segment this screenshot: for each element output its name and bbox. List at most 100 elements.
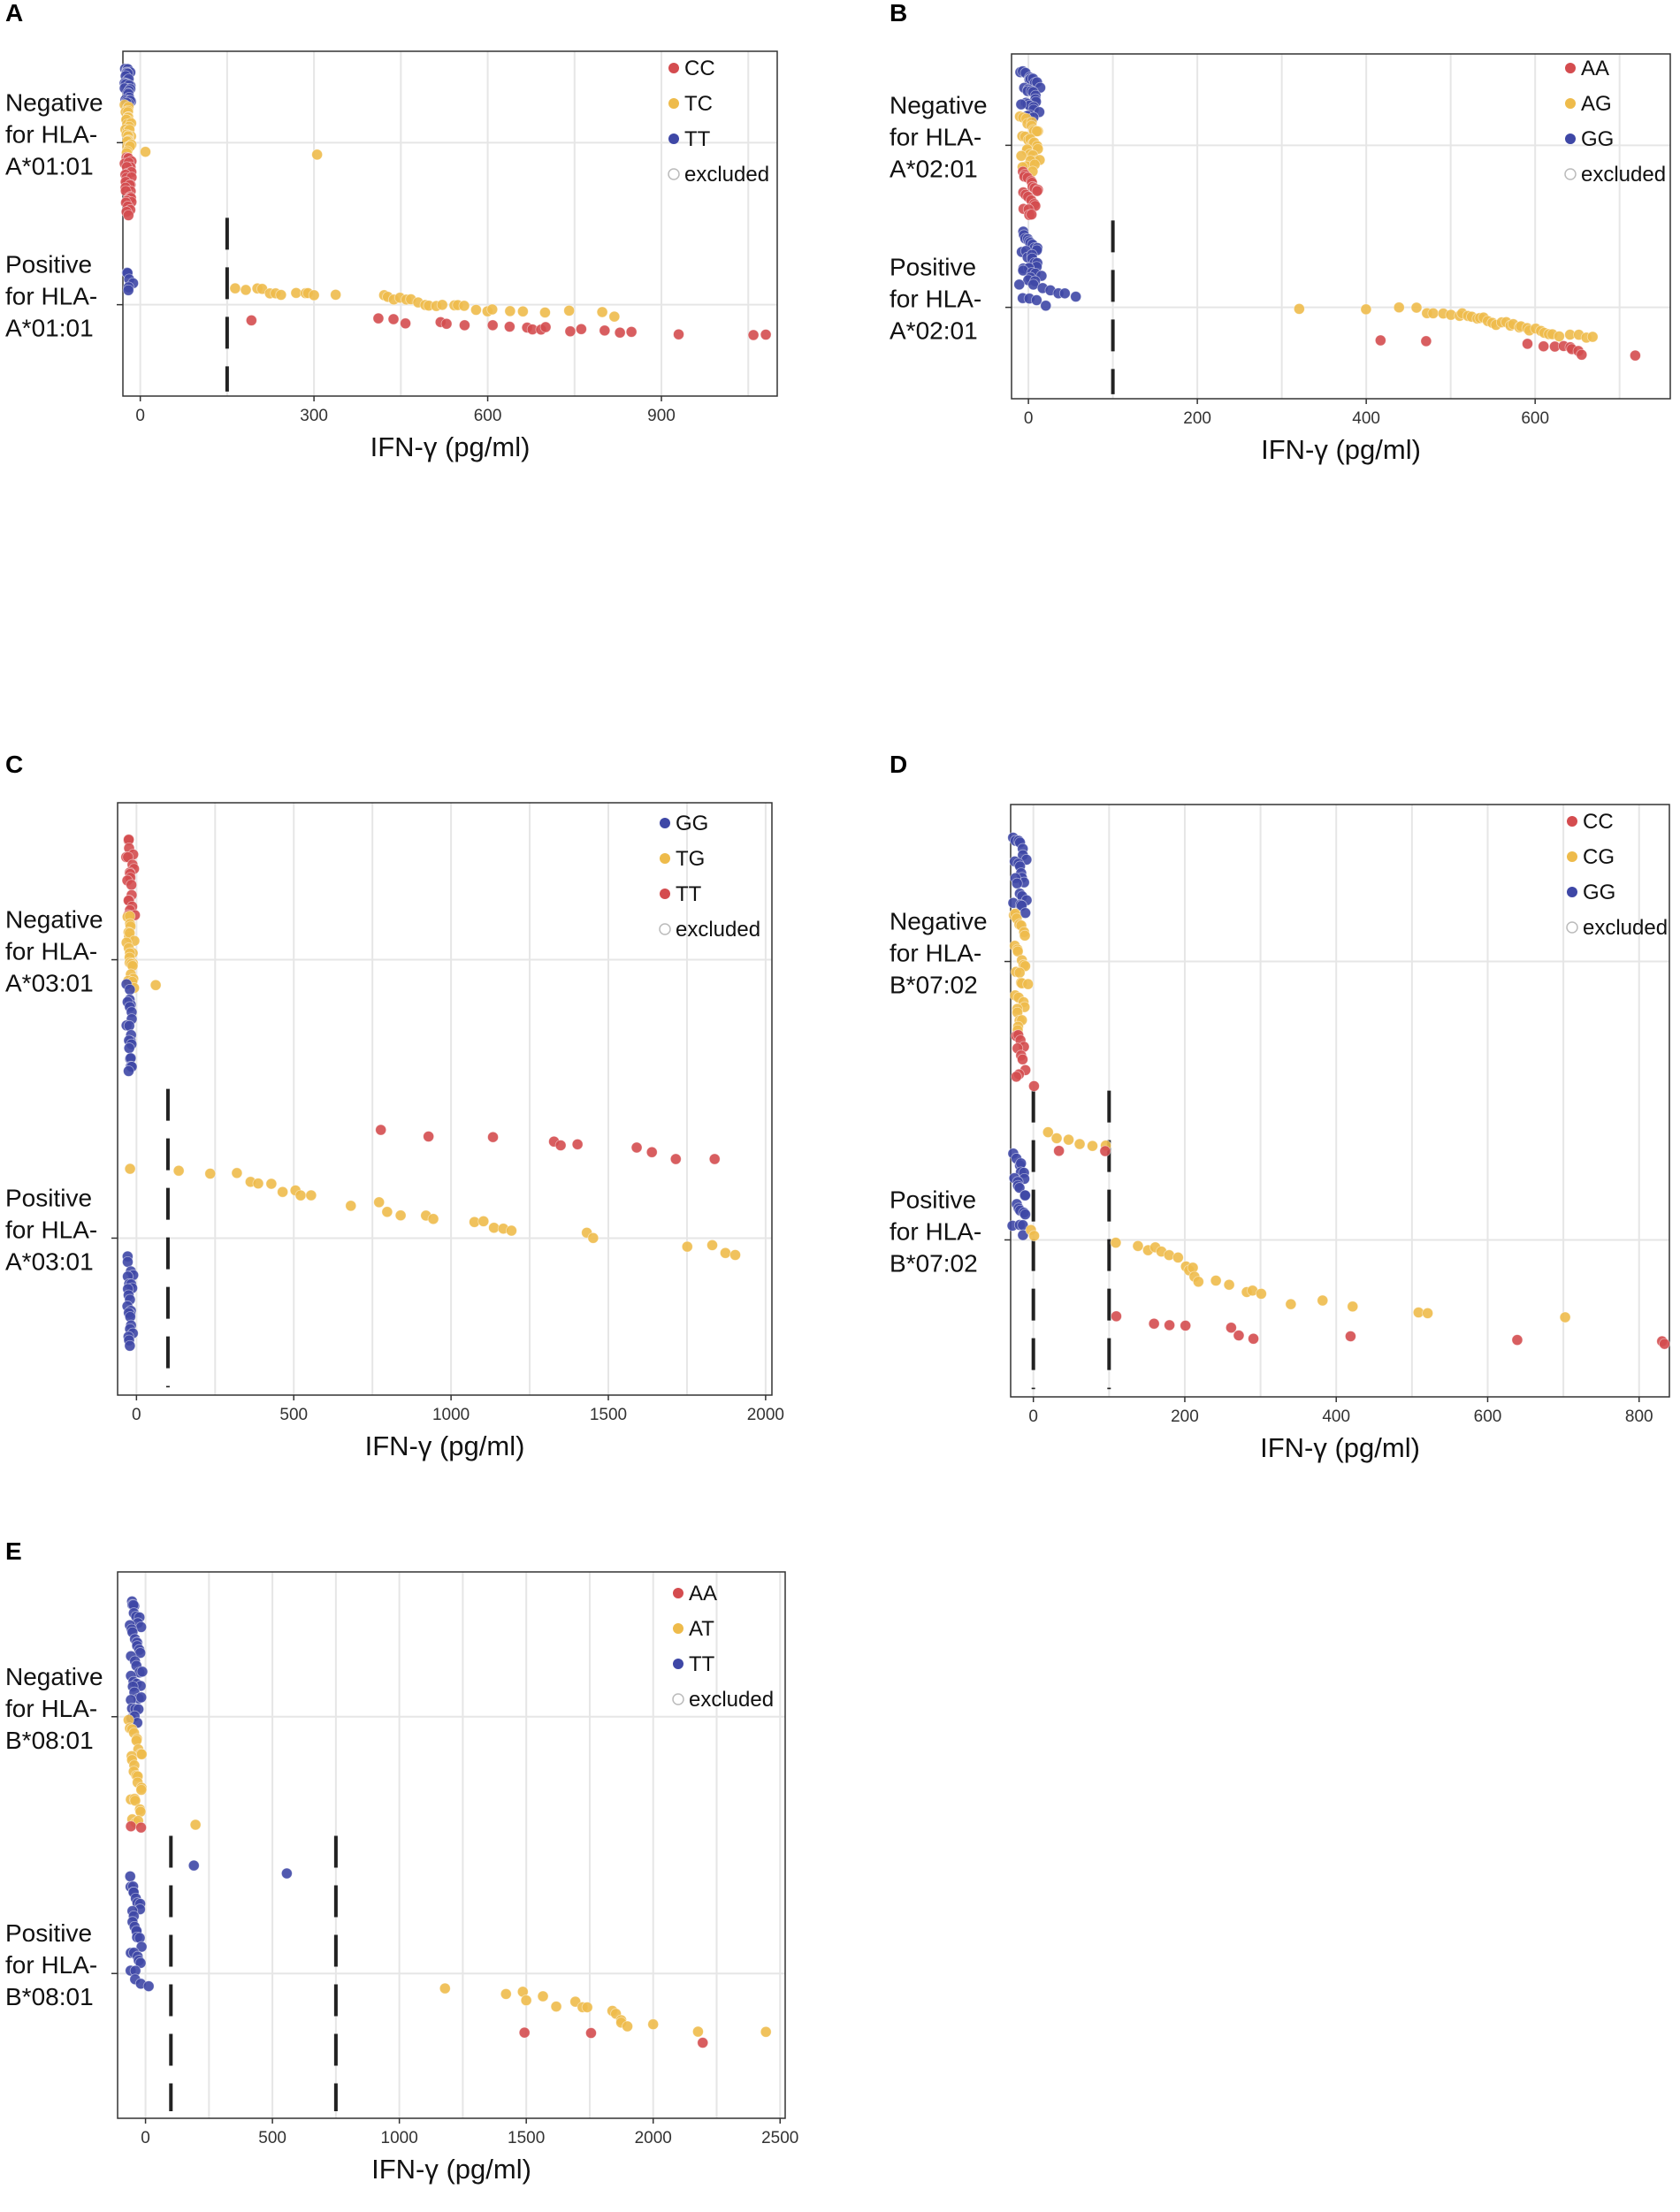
data-point-gg	[1019, 1209, 1031, 1221]
data-point-at	[537, 1990, 549, 2002]
data-point-tg	[149, 979, 162, 991]
y-category-label: Negative for HLA-A*03:01	[5, 906, 103, 997]
data-point-tg	[587, 1232, 599, 1244]
data-point-tg	[681, 1240, 693, 1253]
data-point-aa	[1538, 340, 1550, 353]
data-point-gg	[123, 1042, 135, 1054]
x-tick-label: 600	[1474, 1407, 1502, 1426]
x-tick-label: 900	[647, 407, 676, 425]
plot-frame	[117, 1571, 786, 2119]
plot-area	[118, 803, 772, 1395]
panel-label: B	[890, 0, 907, 27]
data-point-tg	[265, 1178, 278, 1190]
legend-key	[1567, 851, 1577, 862]
data-point-aa	[1026, 209, 1038, 221]
panel-d-chart: D Negative for HLA-B*07:02 Positive for HLA-…	[890, 751, 1670, 1463]
legend-key	[1565, 63, 1576, 73]
legend-label: excluded	[676, 918, 760, 942]
data-point-gg	[1015, 98, 1027, 111]
data-point-cc	[1248, 1332, 1259, 1345]
x-tick-label: 800	[1625, 1407, 1653, 1426]
legend-key-excluded	[668, 168, 680, 180]
legend-label: AA	[1581, 57, 1609, 80]
data-point-tc	[608, 310, 621, 323]
data-point-cc	[539, 321, 552, 333]
legend-key	[660, 889, 670, 899]
y-category-label: Positive for HLA-B*07:02	[890, 1186, 981, 1277]
legend-key	[660, 853, 670, 864]
data-point-cc	[1511, 1334, 1523, 1346]
data-point-ag	[1553, 331, 1565, 342]
data-point-at	[760, 2025, 772, 2038]
x-tick-label: 1000	[432, 1406, 470, 1424]
legend-label: excluded	[684, 163, 769, 187]
x-axis-title: IFN-γ (pg/ml)	[371, 2154, 531, 2185]
data-point-gg	[124, 983, 136, 995]
data-point-tg	[427, 1213, 439, 1225]
data-point-tt	[136, 1666, 149, 1678]
data-point-tc	[308, 289, 320, 301]
data-point-cc	[400, 317, 411, 330]
data-point-cc	[486, 319, 499, 332]
data-point-gg	[122, 1255, 134, 1268]
legend-key	[1565, 98, 1576, 109]
data-point-aa	[518, 2026, 531, 2039]
panel-label: E	[5, 1537, 22, 1565]
data-point-tt	[645, 1146, 658, 1158]
panel-label: C	[5, 751, 23, 778]
data-point-tt	[124, 1870, 136, 1882]
data-point-tc	[486, 303, 499, 316]
data-point-cc	[372, 312, 385, 324]
x-tick-label: 400	[1352, 409, 1380, 428]
data-point-tt	[708, 1153, 721, 1165]
data-point-cg	[1042, 1126, 1054, 1139]
data-point-aa	[585, 2027, 597, 2039]
y-category-label: Negative for HLA-A*01:01	[5, 88, 103, 179]
x-tick-label: 400	[1322, 1407, 1350, 1426]
legend-label: GG	[676, 812, 708, 835]
data-point-cg	[1192, 1276, 1204, 1288]
data-point-cg	[1347, 1301, 1359, 1313]
data-point-ag	[1427, 307, 1439, 319]
legend-label: CC	[684, 57, 715, 80]
data-point-cg	[1132, 1239, 1144, 1252]
data-point-cg	[1019, 929, 1031, 942]
data-point-at	[550, 2001, 562, 2013]
data-point-cc	[575, 323, 587, 335]
legend: AA AT TT excluded	[672, 1582, 774, 1712]
data-point-gg	[1019, 1189, 1031, 1201]
data-point-cg	[1285, 1298, 1297, 1310]
data-point-ag	[1586, 331, 1599, 343]
data-point-tt	[669, 1153, 682, 1165]
data-point-cc	[1180, 1320, 1192, 1331]
data-point-cc	[1225, 1322, 1237, 1334]
data-point-gg	[1013, 1182, 1026, 1194]
y-category-label: Negative for HLA-B*08:01	[5, 1663, 103, 1754]
data-point-at	[189, 1819, 202, 1831]
panel-c-chart: C Negative for HLA-A*03:01 Positive for HLA-…	[5, 751, 784, 1461]
data-point-cg	[1013, 966, 1026, 979]
x-tick-label: 200	[1183, 409, 1211, 428]
data-point-cc	[440, 317, 453, 330]
plot-frame	[117, 802, 773, 1396]
x-axis-title: IFN-γ (pg/ml)	[370, 431, 531, 462]
legend: AA AG GG excluded	[1564, 57, 1666, 187]
data-point-tt	[423, 1131, 435, 1142]
legend-label: excluded	[1581, 163, 1666, 187]
panel-label: D	[890, 751, 907, 778]
data-point-tc	[229, 282, 241, 294]
data-point-gg	[123, 1019, 135, 1032]
data-point-cc	[625, 325, 638, 338]
data-point-tt	[142, 1980, 155, 1992]
data-point-tt	[375, 1124, 387, 1136]
data-point-tc	[240, 284, 252, 296]
data-point-tc	[436, 299, 448, 311]
plot-area	[118, 1572, 785, 2118]
data-point-tg	[729, 1249, 741, 1261]
data-point-cc	[245, 315, 257, 326]
data-point-tc	[470, 304, 482, 316]
panel-e-chart: E Negative for HLA-B*08:01 Positive for HLA-…	[5, 1537, 798, 2185]
data-point-cg	[1255, 1287, 1267, 1300]
data-point-tg	[345, 1200, 357, 1212]
data-point-tg	[488, 1222, 500, 1234]
